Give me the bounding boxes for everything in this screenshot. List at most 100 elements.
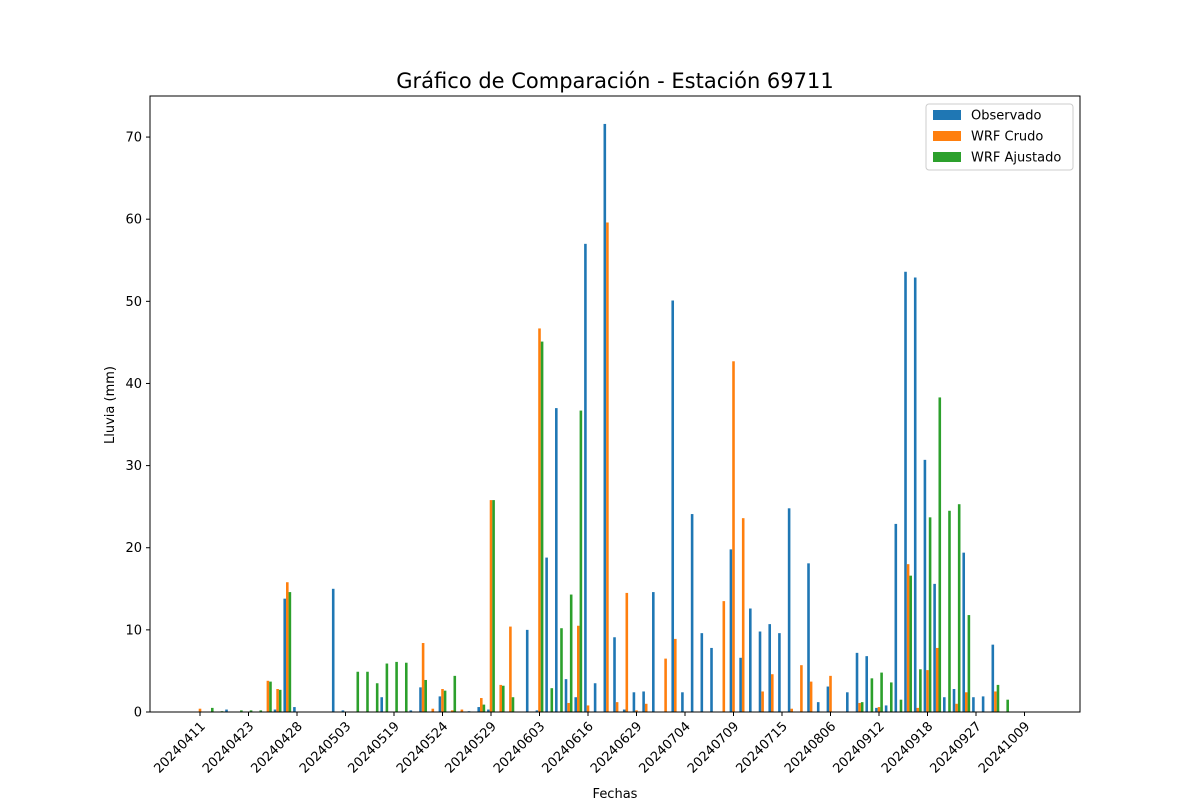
bar-observado — [972, 697, 975, 712]
bar-wrf-crudo — [790, 708, 793, 712]
bar-wrf-crudo — [480, 698, 483, 712]
bar-wrf-ajustado — [579, 410, 583, 712]
bar-wrf-ajustado — [1006, 699, 1009, 712]
bar-wrf-crudo — [926, 670, 929, 712]
x-tick-label: 20240519 — [345, 719, 402, 776]
x-tick-label: 20240912 — [830, 719, 887, 776]
bar-observado — [632, 692, 636, 712]
bar-wrf-ajustado — [482, 704, 486, 712]
bar-observado — [875, 707, 878, 712]
bar-observado — [487, 709, 490, 712]
bar-wrf-crudo — [761, 691, 764, 712]
bar-observado — [642, 691, 645, 712]
bar-observado — [603, 123, 607, 713]
bar-observado — [846, 692, 849, 712]
bar-wrf-ajustado — [501, 685, 505, 712]
legend-label-wrf-ajustado: WRF Ajustado — [971, 151, 1061, 166]
bar-wrf-crudo — [800, 665, 803, 712]
bar-wrf-crudo — [994, 691, 997, 712]
bar-observado — [564, 679, 568, 712]
legend-label-observado: Observado — [971, 109, 1042, 124]
bar-wrf-ajustado — [889, 682, 893, 712]
bar-wrf-ajustado — [967, 615, 971, 712]
legend: Observado WRF Crudo WRF Ajustado — [925, 103, 1074, 171]
bar-observado — [341, 710, 345, 712]
bar-observado — [904, 271, 907, 712]
bar-observado — [816, 702, 820, 712]
bar-wrf-crudo — [538, 328, 541, 712]
bar-observado — [574, 697, 578, 712]
x-tick-label: 20240524 — [394, 719, 451, 776]
bar-wrf-ajustado — [569, 594, 573, 712]
bar-observado — [952, 689, 956, 712]
bar-wrf-ajustado — [928, 517, 932, 712]
bar-observado — [584, 243, 587, 712]
bar-wrf-crudo — [286, 582, 289, 712]
bar-wrf-ajustado — [240, 710, 243, 712]
bar-wrf-ajustado — [492, 500, 495, 712]
y-tick-label: 60 — [125, 213, 142, 228]
bar-observado — [652, 592, 655, 712]
bar-observado — [380, 697, 384, 712]
bar-observado — [293, 707, 296, 712]
y-tick-label: 20 — [125, 541, 142, 556]
bar-wrf-crudo — [916, 707, 920, 712]
bar-wrf-crudo — [460, 709, 464, 712]
bar-wrf-crudo — [965, 692, 968, 712]
x-tick-label: 20241009 — [976, 719, 1033, 776]
bar-wrf-ajustado — [899, 699, 903, 712]
bar-wrf-ajustado — [909, 575, 912, 712]
x-tick-label: 20240529 — [442, 719, 499, 776]
bar-observado — [283, 598, 287, 712]
bar-observado — [826, 686, 830, 712]
bar-observado — [981, 696, 985, 712]
bar-observado — [545, 557, 548, 712]
bar-observado — [535, 710, 539, 712]
bar-wrf-ajustado — [560, 628, 563, 712]
bar-wrf-crudo — [955, 703, 958, 712]
bar-observado — [739, 657, 742, 712]
bar-wrf-crudo — [606, 222, 609, 713]
bar-observado — [943, 697, 946, 712]
bar-wrf-ajustado — [424, 679, 427, 712]
bar-observado — [865, 656, 869, 712]
bar-wrf-ajustado — [366, 671, 369, 712]
bar-wrf-ajustado — [443, 690, 447, 712]
bars-layer — [198, 123, 1009, 713]
x-tick-label: 20240616 — [539, 719, 596, 776]
y-tick-label: 70 — [125, 131, 142, 146]
chart-title: Gráfico de Comparación - Estación 69711 — [396, 69, 833, 93]
bar-observado — [690, 514, 694, 712]
bar-observado — [438, 696, 442, 712]
bar-wrf-crudo — [906, 564, 910, 712]
bar-wrf-ajustado — [870, 678, 874, 712]
bar-observado — [933, 583, 936, 712]
x-tick-label: 20240918 — [879, 719, 936, 776]
legend-swatch-wrf-crudo — [933, 131, 961, 141]
bar-wrf-ajustado — [259, 710, 263, 712]
plot-frame — [149, 95, 1081, 713]
bar-wrf-crudo — [877, 707, 881, 712]
bar-wrf-ajustado — [385, 663, 389, 712]
x-tick-label: 20240411 — [151, 719, 208, 776]
y-tick-label: 0 — [134, 706, 142, 721]
bar-wrf-crudo — [499, 684, 502, 712]
y-tick-label: 30 — [125, 459, 142, 474]
bar-wrf-crudo — [858, 702, 861, 712]
bar-wrf-crudo — [732, 361, 735, 712]
bar-wrf-crudo — [509, 626, 512, 712]
bar-wrf-crudo — [664, 658, 667, 712]
bar-observado — [593, 683, 597, 712]
legend-swatch-observado — [933, 110, 961, 120]
x-tick-label: 20240927 — [927, 719, 984, 776]
bar-wrf-ajustado — [948, 510, 951, 712]
bar-wrf-ajustado — [404, 662, 408, 712]
bar-wrf-ajustado — [957, 504, 961, 712]
bar-wrf-crudo — [635, 710, 638, 712]
bar-wrf-ajustado — [996, 684, 1000, 712]
x-tick-label: 20240603 — [491, 719, 548, 776]
bar-wrf-ajustado — [880, 672, 883, 712]
bar-observado — [962, 552, 966, 712]
bar-wrf-ajustado — [269, 681, 272, 712]
bar-observado — [758, 631, 762, 712]
